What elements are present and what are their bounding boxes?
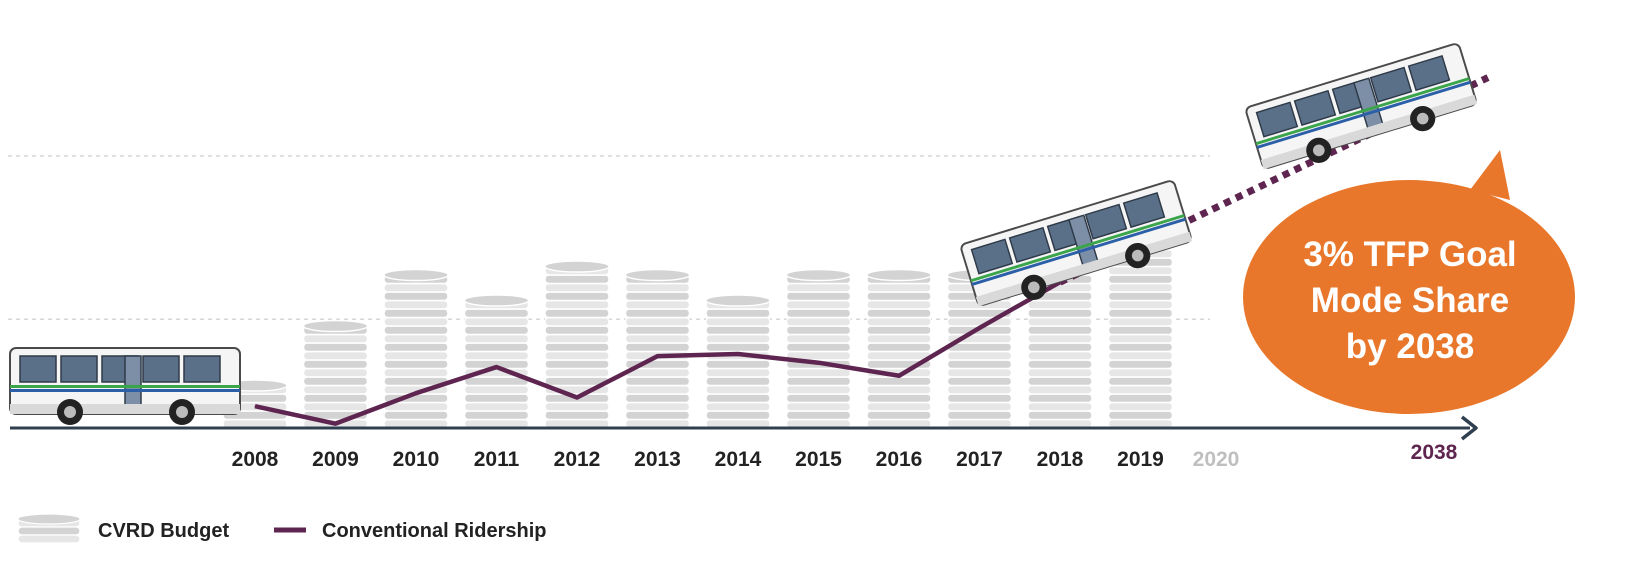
goal-text-line-1: 3% TFP Goal [1303,235,1516,274]
ridership-point-2012 [576,397,578,399]
x-tick-2011: 2011 [474,448,520,471]
x-tick-2015: 2015 [795,448,842,471]
x-tick-2012: 2012 [554,448,601,471]
goal-bubble-tail [1470,150,1510,200]
budget-bar-2017 [946,268,1013,429]
bus-icon-start [9,347,241,425]
x-tick-2017: 2017 [956,448,1003,471]
ridership-point-2010 [415,392,417,394]
bus-icon-top [1245,43,1478,170]
budget-bar-2019 [1107,217,1174,429]
budget-bar-2013 [624,268,691,429]
x-tick-2008: 2008 [232,448,279,471]
goal-text-line-2: Mode Share [1311,281,1509,320]
bus-illustrations [9,43,1478,425]
ridership-point-2015 [818,362,819,364]
ridership-point-2013 [657,355,658,357]
budget-bar-2014 [705,294,771,429]
budget-bar-2015 [785,268,852,429]
x-tick-2013: 2013 [634,448,681,471]
x-tick-2009: 2009 [312,448,359,471]
legend-label-budget: CVRD Budget [98,520,229,542]
bus-icon-middle [960,180,1193,307]
budget-bar-2011 [463,294,530,429]
ridership-point-2014 [737,353,739,355]
x-tick-2019: 2019 [1117,448,1164,471]
ridership-point-2016 [898,375,900,377]
budget-bar-2010 [383,268,449,429]
ridership-point-2009 [335,423,336,425]
goal-bubble [1243,180,1575,414]
x-tick-2038: 2038 [1411,441,1458,464]
coin-stack-icon [17,513,81,544]
budget-bars [222,217,1174,429]
x-tick-2014: 2014 [715,448,762,471]
x-tick-2020: 2020 [1193,448,1240,471]
legend: CVRD Budget Conventional Ridership [17,513,546,544]
x-axis: 2008 2009 2010 2011 2012 2013 2014 2015 2016 2017… [10,415,1478,471]
budget-bar-2012 [544,260,610,429]
ridership-point-2008 [254,405,256,407]
x-axis-arrow [1460,415,1478,441]
x-tick-2018: 2018 [1037,448,1084,471]
ridership-point-2011 [496,366,497,368]
x-tick-2016: 2016 [876,448,923,471]
goal-text-line-3: by 2038 [1346,327,1474,366]
x-tick-2010: 2010 [393,448,440,471]
budget-bar-2009 [302,319,369,429]
ridership-point-2017 [979,327,980,329]
budget-bar-2016 [866,268,932,429]
legend-label-ridership: Conventional Ridership [322,520,546,542]
goal-annotation: 3% TFP Goal Mode Share by 2038 [1243,150,1575,414]
